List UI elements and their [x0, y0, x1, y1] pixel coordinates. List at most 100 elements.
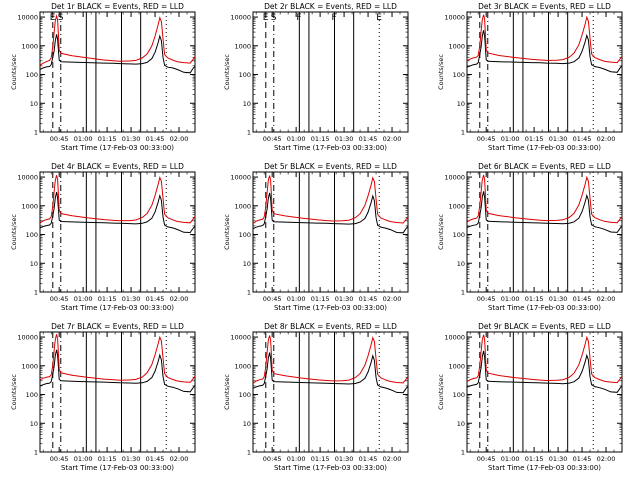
y-tick-label: 10000	[444, 334, 465, 342]
x-tick-label: 00:45	[263, 455, 282, 463]
plot-frame	[466, 11, 623, 133]
y-axis-label: Counts/sec	[437, 374, 445, 410]
plot-frame	[39, 331, 196, 453]
x-tick-label: 00:45	[50, 135, 69, 143]
lld-series-line	[466, 14, 623, 64]
x-tick-label: 01:30	[549, 135, 568, 143]
y-tick-label: 10	[30, 100, 38, 108]
chart-panel: 1 10 100 1000 10000 00:45 01:00 01:15 01:30 01:45…	[437, 2, 623, 152]
x-tick-label: 02:00	[597, 295, 616, 303]
y-tick-label: 1000	[448, 362, 465, 370]
y-tick-label: 10	[457, 420, 465, 428]
plot-frame	[252, 11, 409, 133]
x-tick-label: 01:00	[287, 455, 306, 463]
y-tick-label: 1000	[448, 42, 465, 50]
event-marker-label: E	[376, 13, 382, 23]
y-tick-label: 10000	[444, 14, 465, 22]
x-tick-label: 01:30	[549, 295, 568, 303]
chart-panel: 1 10 100 1000 10000 00:45 01:00 01:15 01:30 01:45…	[223, 322, 409, 472]
x-tick-label: 01:15	[98, 135, 117, 143]
y-tick-label: 100	[26, 71, 38, 79]
lld-series-line	[39, 13, 196, 66]
x-tick-label: 01:15	[98, 295, 117, 303]
events-series-line	[466, 350, 623, 393]
chart-panel: 1 10 100 1000 10000 00:45 01:00 01:15 01:30 01:45…	[437, 322, 623, 472]
events-series-line	[466, 191, 623, 233]
chart-title: Det 6r BLACK = Events, RED = LLD	[478, 162, 611, 171]
event-marker-label: E	[263, 13, 269, 23]
events-series-line	[39, 349, 196, 393]
y-tick-label: 1	[247, 289, 251, 297]
chart-panel: 1 10 100 1000 10000 00:45 01:00 01:15 01:30 01:45…	[223, 2, 409, 152]
y-tick-label: 100	[26, 391, 38, 399]
x-tick-label: 01:45	[359, 455, 378, 463]
y-tick-label: 10000	[230, 174, 251, 182]
y-tick-label: 10000	[17, 14, 38, 22]
x-axis-label: Start Time (17-Feb-03 00:33:00)	[274, 464, 387, 472]
x-tick-label: 01:45	[146, 295, 165, 303]
x-tick-label: 01:30	[122, 455, 141, 463]
y-tick-label: 1000	[234, 362, 251, 370]
x-axis-label: Start Time (17-Feb-03 00:33:00)	[61, 144, 174, 152]
x-tick-label: 01:45	[573, 135, 592, 143]
x-axis-label: Start Time (17-Feb-03 00:33:00)	[61, 464, 174, 472]
x-tick-label: 01:30	[122, 135, 141, 143]
y-tick-label: 1	[247, 129, 251, 137]
x-tick-label: 02:00	[383, 455, 402, 463]
x-tick-label: 01:30	[335, 295, 354, 303]
events-series-line	[39, 191, 196, 234]
events-series-line	[252, 352, 409, 394]
y-tick-label: 100	[26, 231, 38, 239]
y-tick-label: 1000	[234, 202, 251, 210]
event-marker-label: S	[271, 13, 277, 23]
y-tick-label: 100	[453, 231, 465, 239]
x-tick-label: 01:00	[501, 455, 520, 463]
y-tick-label: 1	[461, 129, 465, 137]
y-tick-label: 1000	[448, 202, 465, 210]
y-tick-label: 10000	[17, 334, 38, 342]
chart-panel: 1 10 100 1000 10000 00:45 01:00 01:15 01:30 01:45…	[437, 162, 623, 312]
x-tick-label: 01:00	[501, 295, 520, 303]
lld-series-line	[466, 174, 623, 224]
y-tick-label: 10	[30, 420, 38, 428]
plot-frame	[466, 171, 623, 293]
chart-title: Det 8r BLACK = Events, RED = LLD	[264, 322, 397, 331]
y-tick-label: 100	[453, 71, 465, 79]
y-tick-label: 10000	[230, 14, 251, 22]
plot-frame	[252, 331, 409, 453]
y-tick-label: 10	[457, 100, 465, 108]
y-tick-label: 10000	[444, 174, 465, 182]
event-marker-label: S	[58, 13, 64, 23]
plot-frame	[39, 171, 196, 293]
y-axis-label: Counts/sec	[437, 214, 445, 250]
x-tick-label: 00:45	[50, 295, 69, 303]
chart-title: Det 7r BLACK = Events, RED = LLD	[51, 322, 184, 331]
event-marker-label: F	[296, 13, 301, 23]
x-tick-label: 01:15	[98, 455, 117, 463]
chart-title: Det 9r BLACK = Events, RED = LLD	[478, 322, 611, 331]
chart-title: Det 2r BLACK = Events, RED = LLD	[264, 2, 397, 11]
x-tick-label: 01:45	[359, 135, 378, 143]
x-tick-label: 01:45	[359, 295, 378, 303]
y-tick-label: 10	[243, 260, 251, 268]
y-tick-label: 1000	[21, 42, 38, 50]
chart-title: Det 3r BLACK = Events, RED = LLD	[478, 2, 611, 11]
x-tick-label: 00:45	[263, 295, 282, 303]
chart-title: Det 5r BLACK = Events, RED = LLD	[264, 162, 397, 171]
y-tick-label: 10	[243, 100, 251, 108]
x-tick-label: 01:15	[525, 295, 544, 303]
x-tick-label: 02:00	[170, 135, 189, 143]
plot-frame	[39, 11, 196, 133]
x-tick-label: 01:15	[311, 135, 330, 143]
x-axis-label: Start Time (17-Feb-03 00:33:00)	[488, 304, 601, 312]
y-axis-label: Counts/sec	[437, 54, 445, 90]
x-tick-label: 01:45	[146, 135, 165, 143]
y-tick-label: 1	[247, 449, 251, 457]
y-tick-label: 1	[34, 289, 38, 297]
x-tick-label: 01:45	[146, 455, 165, 463]
plot-frame	[252, 171, 409, 293]
lld-series-line	[39, 334, 196, 383]
events-series-line	[466, 30, 623, 73]
y-tick-label: 10	[243, 420, 251, 428]
